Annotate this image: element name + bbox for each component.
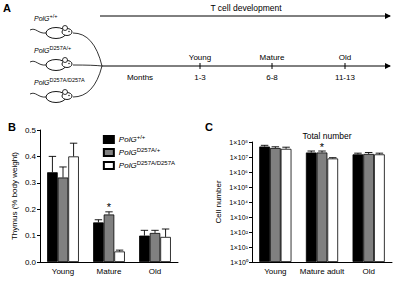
svg-text:1×10²: 1×10² — [230, 229, 249, 236]
svg-text:Young: Young — [264, 267, 286, 276]
svg-text:0.1: 0.1 — [25, 231, 37, 240]
svg-text:1-3: 1-3 — [194, 73, 206, 82]
svg-text:1×10⁸: 1×10⁸ — [229, 139, 248, 146]
svg-text:Young: Young — [52, 267, 74, 276]
svg-text:PolG: PolG — [119, 148, 137, 157]
svg-text:PolG: PolG — [119, 135, 137, 144]
svg-text:1×10⁵: 1×10⁵ — [229, 184, 248, 191]
svg-text:D257A/+: D257A/+ — [137, 147, 161, 153]
svg-text:6-8: 6-8 — [266, 73, 278, 82]
svg-text:Thymus (% body weight): Thymus (% body weight) — [10, 152, 19, 240]
svg-text:B: B — [8, 121, 16, 133]
svg-text:Cell number: Cell number — [214, 180, 223, 223]
svg-text:1×10⁴: 1×10⁴ — [229, 199, 248, 206]
svg-text:PolGD257A/D257A: PolGD257A/D257A — [34, 77, 85, 86]
svg-text:0.2: 0.2 — [25, 205, 37, 214]
svg-text:Mature adult: Mature adult — [300, 267, 345, 276]
svg-text:0.3: 0.3 — [25, 178, 37, 187]
svg-text:PolG+/+: PolG+/+ — [34, 13, 58, 22]
svg-text:0.4: 0.4 — [25, 152, 37, 161]
svg-text:PolGD257A/+: PolGD257A/+ — [34, 45, 71, 54]
svg-text:*: * — [107, 201, 112, 213]
svg-text:Young: Young — [189, 53, 211, 62]
svg-text:Total number: Total number — [302, 131, 351, 141]
svg-text:1×10⁷: 1×10⁷ — [230, 154, 249, 161]
svg-text:+/+: +/+ — [137, 134, 146, 140]
svg-text:C: C — [205, 121, 213, 133]
svg-text:PolG: PolG — [119, 161, 137, 170]
svg-text:T cell development: T cell development — [210, 3, 282, 13]
svg-text:Mature: Mature — [97, 267, 122, 276]
svg-text:*: * — [320, 141, 325, 153]
svg-text:Old: Old — [362, 267, 374, 276]
svg-text:1×10³: 1×10³ — [230, 214, 249, 221]
svg-text:Mature: Mature — [260, 53, 285, 62]
svg-text:11-13: 11-13 — [335, 73, 355, 82]
svg-text:1×10¹: 1×10¹ — [230, 244, 249, 251]
svg-text:1×10⁰: 1×10⁰ — [230, 259, 249, 266]
svg-text:A: A — [3, 2, 11, 14]
svg-text:Old: Old — [339, 53, 351, 62]
svg-text:Months: Months — [127, 73, 153, 82]
svg-text:Old: Old — [149, 267, 161, 276]
svg-text:0.5: 0.5 — [25, 126, 37, 135]
svg-text:D257A/D257A: D257A/D257A — [137, 160, 175, 166]
svg-text:1×10⁶: 1×10⁶ — [229, 169, 248, 176]
svg-text:0.0: 0.0 — [25, 258, 37, 267]
